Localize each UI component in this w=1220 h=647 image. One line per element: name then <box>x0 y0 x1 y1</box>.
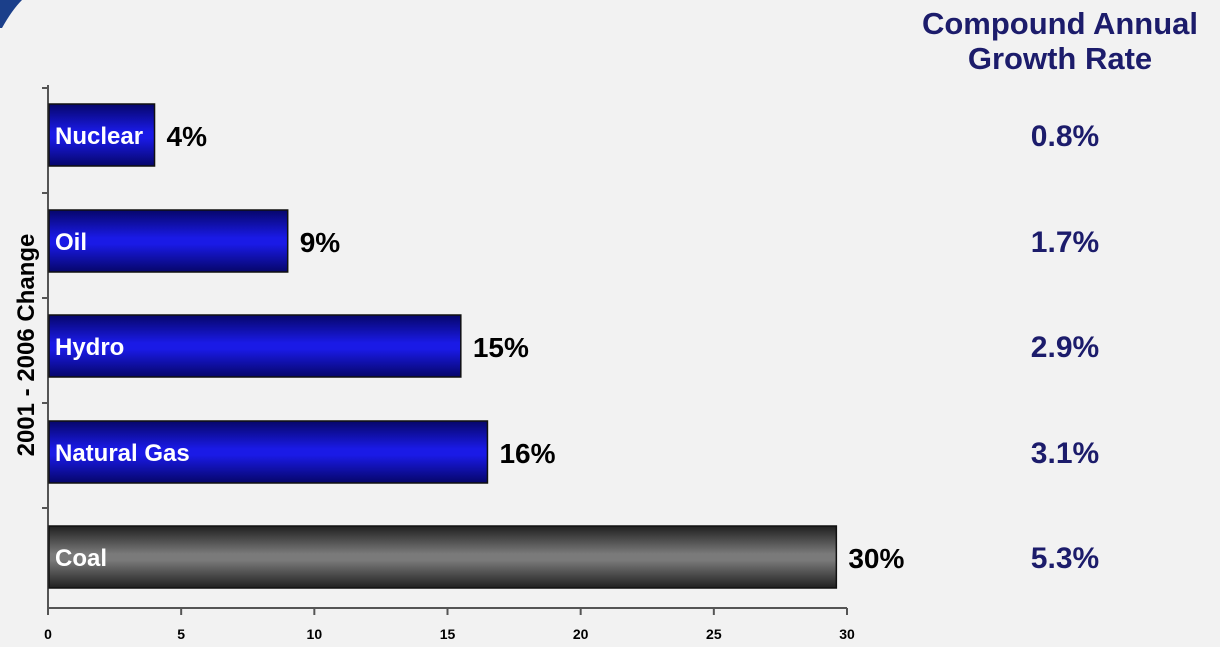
x-tick-label: 15 <box>440 626 456 642</box>
cagr-value: 1.7% <box>1030 226 1100 259</box>
corner-swoosh-decoration <box>0 0 22 28</box>
bar-category-label: Coal <box>55 545 107 572</box>
x-tick-label: 25 <box>706 626 722 642</box>
bar-data-label: 9% <box>300 227 341 258</box>
bar-natural-gas <box>48 420 489 484</box>
cagr-value: 0.8% <box>1030 120 1100 153</box>
x-tick-label: 5 <box>177 626 185 642</box>
bar-coal <box>48 525 838 589</box>
x-tick-label: 30 <box>839 626 855 642</box>
bar-category-label: Hydro <box>55 334 124 361</box>
bar-oil <box>48 209 289 273</box>
bar-category-label: Natural Gas <box>55 440 190 467</box>
x-tick-label: 20 <box>573 626 589 642</box>
bar-nuclear <box>48 103 156 167</box>
cagr-value: 3.1% <box>1030 437 1100 470</box>
bar-data-label: 15% <box>473 332 529 363</box>
bar-data-label: 16% <box>499 438 555 469</box>
cagr-title-line-1: Compound Annual <box>921 6 1199 41</box>
bar-data-label: 30% <box>848 543 904 574</box>
bar-data-label: 4% <box>167 121 208 152</box>
cagr-title-line-2: Growth Rate <box>967 41 1153 76</box>
x-tick-label: 10 <box>307 626 323 642</box>
cagr-value: 5.3% <box>1030 542 1100 575</box>
bar-category-label: Oil <box>55 229 87 256</box>
cagr-value: 2.9% <box>1030 331 1100 364</box>
x-tick-label: 0 <box>44 626 52 642</box>
bar-category-label: Nuclear <box>55 123 143 150</box>
cagr-title: Compound Annual Growth Rate <box>890 6 1220 76</box>
bar-hydro <box>48 314 462 378</box>
